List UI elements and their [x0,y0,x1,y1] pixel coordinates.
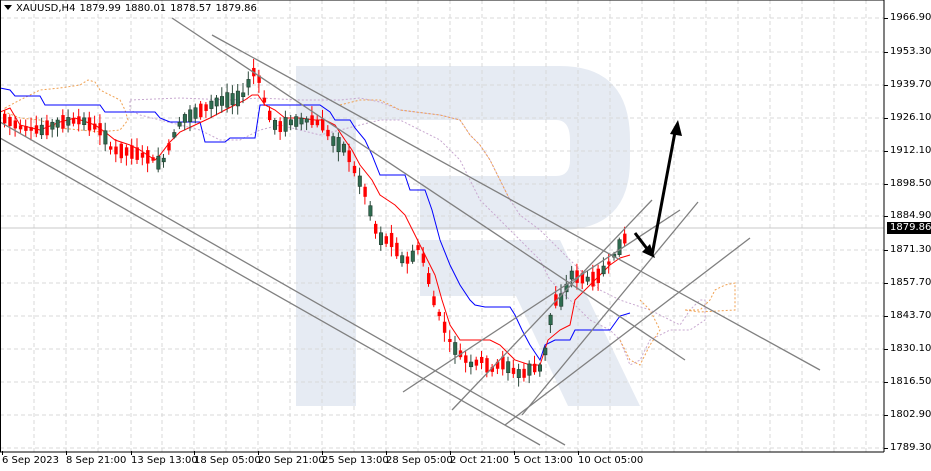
watermark-logo [296,66,640,406]
high-value: 1880.01 [124,3,167,14]
price-tick: 1857.70 [883,277,931,288]
trendlines [0,17,821,446]
chart-header: XAUUSD,H4 1879.99 1880.01 1878.57 1879.86 [4,3,257,14]
close-value: 1879.86 [215,3,257,14]
open-value: 1879.99 [79,3,121,14]
price-tick: 1926.10 [883,112,931,123]
kijun-sen-line [0,87,631,362]
low-value: 1878.57 [170,3,212,14]
price-tick: 1884.90 [883,210,931,221]
price-tick: 1843.70 [883,310,931,321]
current-price-badge: 1879.86 [887,222,931,234]
time-tick: 28 Sep 05:00 [386,451,453,466]
symbol-label: XAUUSD,H4 [16,3,76,14]
forecast-arrows [633,120,682,258]
time-tick: 8 Sep 21:00 [66,451,127,466]
time-tick: 18 Sep 05:00 [194,451,261,466]
time-tick: 13 Sep 13:00 [131,451,198,466]
ichimoku-cloud [4,79,736,366]
price-tick: 1816.50 [883,376,931,387]
price-tick: 1966.90 [883,12,931,23]
time-tick: 6 Sep 2023 [2,451,60,466]
time-tick: 25 Sep 13:00 [322,451,389,466]
price-tick: 1953.30 [883,46,931,57]
price-tick: 1802.90 [883,409,931,420]
price-tick: 1912.10 [883,145,931,156]
price-tick: 1871.30 [883,244,931,255]
time-tick: 2 Oct 21:00 [450,451,509,466]
candlesticks [3,58,627,387]
collapse-triangle-icon[interactable] [4,5,12,10]
price-tick: 1789.30 [883,442,931,453]
time-tick: 20 Sep 21:00 [258,451,325,466]
price-tick: 1898.50 [883,178,931,189]
price-tick: 1830.10 [883,343,931,354]
price-tick: 1939.70 [883,79,931,90]
grid [0,0,884,452]
time-tick: 10 Oct 05:00 [578,451,644,466]
time-tick: 5 Oct 13:00 [514,451,573,466]
